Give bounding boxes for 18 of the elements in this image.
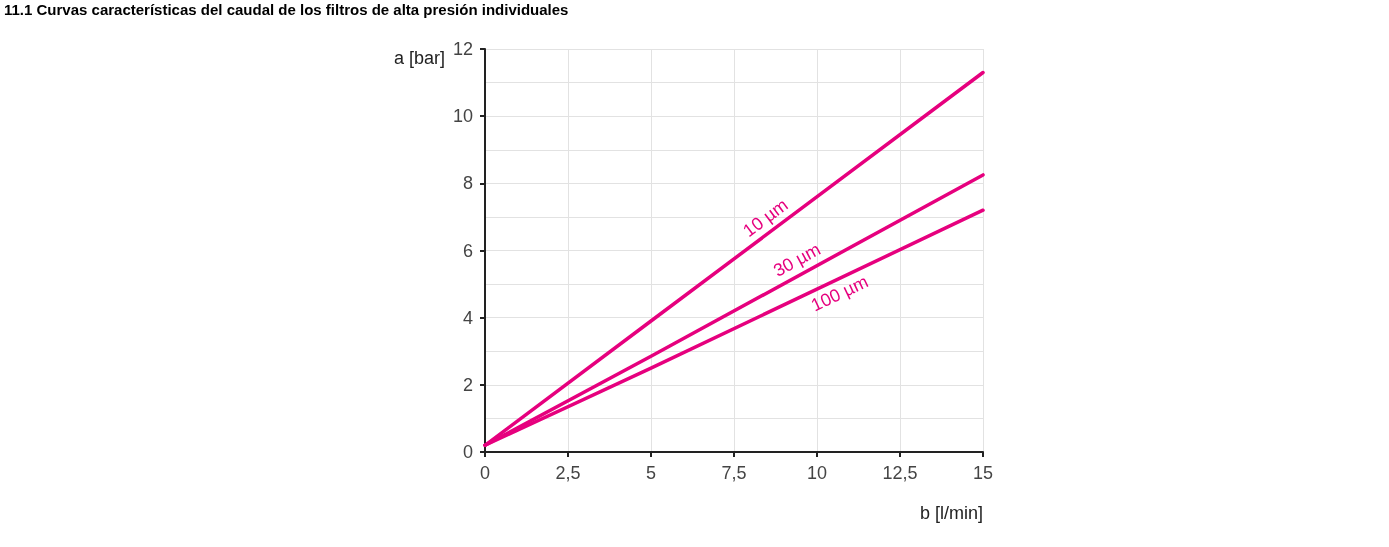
y-tick-label: 12 <box>452 39 473 59</box>
y-axis-title: a [bar] <box>393 48 445 68</box>
y-tick-label: 8 <box>462 173 473 194</box>
x-tick-label: 12,5 <box>882 463 918 483</box>
x-tick-label: 15 <box>972 463 994 483</box>
y-tick-label: 0 <box>462 442 473 462</box>
annotation: 10 µm <box>739 194 792 241</box>
y-tick-label: 4 <box>462 307 473 328</box>
x-tick-label: 5 <box>645 463 657 483</box>
x-tick-label: 2,5 <box>555 463 581 483</box>
y-tick-label: 6 <box>462 240 473 261</box>
y-tick-label: 2 <box>462 374 473 395</box>
x-tick-label: 7,5 <box>721 463 747 483</box>
x-axis-title: b [l/min] <box>919 503 983 523</box>
y-tick-label: 10 <box>452 106 473 127</box>
x-tick-label: 0 <box>479 463 491 483</box>
x-tick-label: 10 <box>806 463 828 483</box>
text: 11.1 Curvas características del caudal de los filtros de alta presión individuales <box>4 1 569 18</box>
